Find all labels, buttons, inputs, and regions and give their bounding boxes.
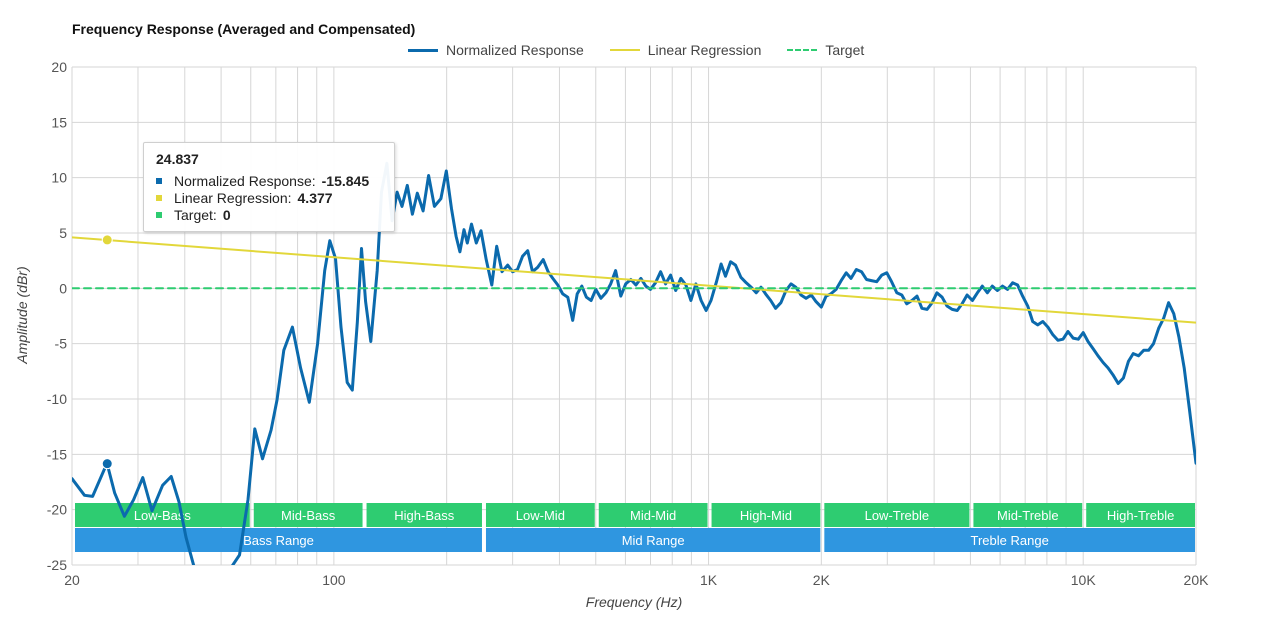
y-tick-label: 10 bbox=[51, 170, 67, 186]
tooltip-label-normalized-response: Normalized Response: bbox=[174, 173, 316, 189]
band-label: Mid-Bass bbox=[281, 508, 336, 523]
band-low-mid bbox=[485, 503, 595, 527]
y-tick-label: -5 bbox=[55, 336, 68, 352]
tooltip-row-target: Target: 0 bbox=[156, 207, 231, 223]
band-treble-range bbox=[824, 528, 1195, 552]
legend-label-normalized-response: Normalized Response bbox=[446, 42, 584, 58]
band-label: Mid-Mid bbox=[630, 508, 676, 523]
band-low-bass bbox=[75, 503, 250, 527]
y-tick-label: 15 bbox=[51, 114, 67, 130]
band-label: Treble Range bbox=[971, 533, 1049, 548]
legend-swatch-target bbox=[787, 49, 818, 51]
y-axis-label: Amplitude (dBr) bbox=[14, 266, 30, 364]
series-linear-regression bbox=[72, 236, 1196, 324]
hover-marker-response bbox=[101, 458, 113, 470]
band-mid-treble bbox=[973, 503, 1083, 527]
tooltip-frequency: 24.837 bbox=[156, 151, 199, 167]
band-low-treble bbox=[824, 503, 970, 527]
tooltip-value-normalized-response: -15.845 bbox=[321, 173, 370, 189]
tooltip-label-linear-regression: Linear Regression: bbox=[174, 190, 292, 206]
x-tick-label: 20K bbox=[1184, 572, 1210, 588]
legend-swatch-normalized-response bbox=[408, 48, 438, 52]
hover-tooltip: 24.837 Normalized Response: -15.845 Line… bbox=[143, 142, 395, 232]
band-high-bass bbox=[366, 503, 482, 527]
legend-label-target: Target bbox=[825, 42, 865, 58]
y-tick-label: 5 bbox=[59, 225, 67, 241]
band-label: High-Mid bbox=[740, 508, 792, 523]
legend-item-target[interactable]: Target bbox=[787, 42, 864, 58]
hover-marker-regression bbox=[101, 234, 113, 246]
series-normalized-response bbox=[72, 161, 1196, 565]
band-label: Bass Range bbox=[243, 533, 314, 548]
y-tick-label: 0 bbox=[59, 280, 67, 296]
y-tick-label: -10 bbox=[47, 391, 67, 407]
band-label: Mid Range bbox=[622, 533, 685, 548]
band-label: Low-Mid bbox=[516, 508, 565, 523]
tooltip-value-target: 0 bbox=[222, 207, 231, 223]
tooltip-row-linear-regression: Linear Regression: 4.377 bbox=[156, 190, 333, 206]
legend-item-linear-regression[interactable]: Linear Regression bbox=[609, 42, 762, 58]
x-tick-label: 20 bbox=[64, 572, 80, 588]
y-tick-label: -25 bbox=[47, 557, 67, 573]
band-label: High-Bass bbox=[394, 508, 454, 523]
band-mid-bass bbox=[253, 503, 363, 527]
x-tick-label: 10K bbox=[1071, 572, 1097, 588]
legend-label-linear-regression: Linear Regression bbox=[647, 42, 762, 58]
band-mid-mid bbox=[598, 503, 708, 527]
chart-title: Frequency Response (Averaged and Compens… bbox=[72, 21, 416, 37]
band-bass-range bbox=[75, 528, 482, 552]
band-label: Low-Treble bbox=[865, 508, 930, 523]
band-label: High-Treble bbox=[1107, 508, 1174, 523]
band-label: Low-Bass bbox=[134, 508, 192, 523]
tooltip-value-linear-regression: 4.377 bbox=[297, 190, 333, 206]
legend-swatch-linear-regression bbox=[609, 49, 640, 51]
tooltip-dot-green bbox=[156, 212, 162, 218]
tooltip-dot-blue bbox=[156, 178, 162, 184]
band-mid-range bbox=[485, 528, 821, 552]
x-tick-label: 1K bbox=[700, 572, 718, 588]
tooltip-label-target: Target: bbox=[174, 207, 217, 223]
x-axis-label: Frequency (Hz) bbox=[585, 594, 683, 610]
y-tick-label: -15 bbox=[47, 446, 67, 462]
band-high-mid bbox=[711, 503, 821, 527]
legend-item-normalized-response[interactable]: Normalized Response bbox=[408, 42, 584, 58]
tooltip-dot-yellow bbox=[156, 195, 162, 201]
y-tick-label: 20 bbox=[51, 59, 67, 75]
x-tick-label: 100 bbox=[322, 572, 346, 588]
y-tick-label: -20 bbox=[47, 502, 67, 518]
chart-legend: Normalized Response Linear Regression Ta… bbox=[408, 42, 864, 58]
band-label: Mid-Treble bbox=[997, 508, 1059, 523]
band-high-treble bbox=[1086, 503, 1195, 527]
tooltip-row-normalized-response: Normalized Response: -15.845 bbox=[156, 173, 369, 189]
x-tick-label: 2K bbox=[813, 572, 831, 588]
